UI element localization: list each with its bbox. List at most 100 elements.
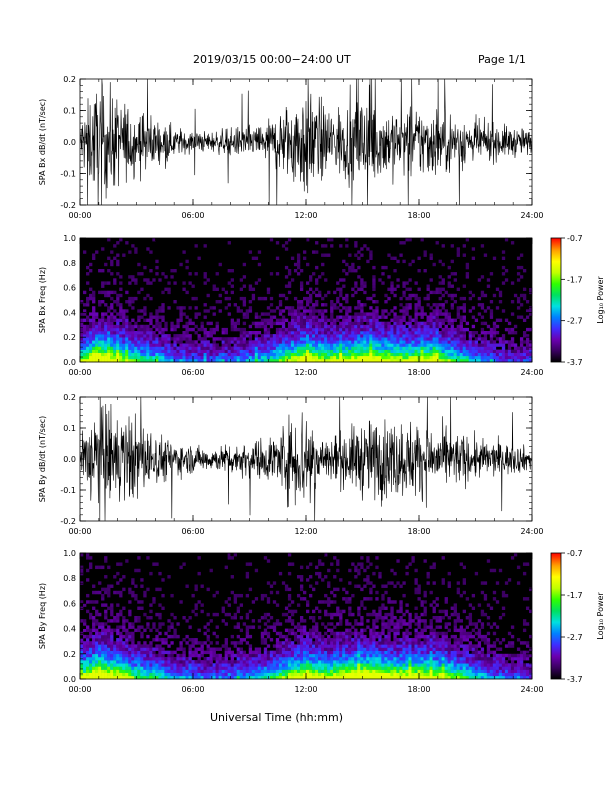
- spectrogram-cell: [86, 672, 90, 677]
- spectrogram-cell: [245, 672, 250, 677]
- spectrogram-cell: [296, 634, 301, 639]
- spectrogram-cell: [360, 653, 364, 658]
- spectrogram-cell: [396, 609, 400, 614]
- spectrogram-cell: [221, 644, 225, 648]
- spectrogram-cell: [149, 571, 153, 576]
- spectrogram-cell: [212, 612, 216, 617]
- spectrogram-cell: [257, 647, 262, 651]
- spectrogram-cell: [131, 343, 135, 347]
- spectrogram-cell: [155, 672, 159, 677]
- spectrogram-cell: [372, 650, 376, 655]
- spectrogram-cell: [432, 334, 436, 338]
- spectrogram-cell: [218, 300, 222, 304]
- spectrogram-cell: [284, 663, 289, 667]
- spectrogram-cell: [387, 287, 391, 291]
- spectrogram-cell: [287, 306, 292, 310]
- spectrogram-cell: [221, 675, 225, 680]
- spectrogram-cell: [501, 358, 506, 363]
- spectrogram-cell: [302, 656, 307, 661]
- spectrogram-cell: [140, 634, 144, 639]
- spectrogram-cell: [438, 337, 442, 341]
- spectrogram-cell: [354, 634, 358, 639]
- spectrogram-cell: [170, 669, 174, 673]
- spectrogram-cell: [134, 278, 138, 282]
- spectrogram-cell: [131, 650, 135, 655]
- spectrogram-cell: [312, 355, 316, 360]
- spectrogram-cell: [257, 619, 262, 623]
- spectrogram-cell: [227, 303, 231, 307]
- spectrogram-cell: [465, 349, 470, 353]
- spectrogram-cell: [98, 656, 102, 661]
- spectrogram-cell: [140, 315, 144, 319]
- spectrogram-cell: [113, 256, 117, 260]
- spectrogram-cell: [309, 275, 313, 279]
- spectrogram-cell: [450, 334, 454, 338]
- spectrogram-cell: [149, 660, 153, 664]
- spectrogram-cell: [354, 622, 358, 626]
- spectrogram-cell: [375, 565, 379, 570]
- spectrogram-cell: [125, 559, 129, 563]
- spectrogram-cell: [104, 634, 108, 639]
- spectrogram-cell: [248, 284, 253, 288]
- y-tick-label: 0.1: [63, 107, 76, 116]
- spectrogram-cell: [348, 315, 352, 319]
- spectrogram-cell: [369, 587, 373, 592]
- spectrogram-cell: [110, 303, 114, 307]
- spectrogram-cell: [351, 355, 355, 360]
- spectrogram-cell: [333, 337, 337, 341]
- spectrogram-cell: [354, 343, 358, 347]
- spectrogram-cell: [287, 321, 292, 326]
- spectrogram-cell: [486, 324, 491, 329]
- spectrogram-cell: [92, 306, 96, 310]
- spectrogram-cell: [342, 340, 346, 344]
- spectrogram-cell: [170, 625, 174, 629]
- spectrogram-cell: [381, 352, 385, 357]
- spectrogram-cell: [360, 663, 364, 667]
- spectrogram-cell: [143, 324, 147, 329]
- spectrogram-cell: [299, 653, 304, 658]
- spectrogram-cell: [381, 309, 385, 313]
- spectrogram-cell: [399, 663, 403, 667]
- spectrogram-cell: [245, 631, 250, 636]
- x-tick-label: 24:00: [520, 527, 543, 536]
- spectrogram-cell: [146, 343, 150, 347]
- spectrogram-cell: [170, 634, 174, 639]
- spectrogram-cell: [318, 327, 322, 332]
- spectrogram-cell: [155, 647, 159, 651]
- spectrogram-cell: [336, 638, 340, 642]
- spectrogram-cell: [248, 352, 253, 357]
- spectrogram-cell: [321, 262, 325, 267]
- spectrogram-cell: [197, 571, 201, 576]
- spectrogram-cell: [327, 331, 331, 335]
- spectrogram-cell: [453, 340, 457, 344]
- spectrogram-cell: [143, 593, 147, 598]
- spectrogram-cell: [236, 609, 240, 614]
- spectrogram-cell: [287, 269, 292, 273]
- spectrogram-cell: [333, 647, 337, 651]
- spectrogram-cell: [366, 578, 370, 582]
- spectrogram-cell: [468, 309, 473, 313]
- spectrogram-cell: [519, 340, 524, 344]
- spectrogram-cell: [158, 571, 162, 576]
- spectrogram-cell: [149, 355, 153, 360]
- spectrogram-cell: [468, 355, 473, 360]
- spectrogram-cell: [306, 660, 310, 664]
- spectrogram-cell: [513, 346, 518, 350]
- spectrogram-cell: [233, 675, 237, 680]
- spectrogram-cell: [101, 284, 105, 288]
- spectrogram-cell: [110, 321, 114, 326]
- spectrogram-cell: [269, 666, 274, 670]
- spectrogram-cell: [236, 647, 240, 651]
- spectrogram-cell: [348, 358, 352, 363]
- spectrogram-cell: [128, 634, 132, 639]
- spectrogram-cell: [278, 303, 283, 307]
- spectrogram-cell: [92, 653, 96, 658]
- spectrogram-cell: [278, 334, 283, 338]
- spectrogram-cell: [318, 653, 322, 658]
- spectrogram-cell: [375, 355, 379, 360]
- spectrogram-cell: [92, 622, 96, 626]
- spectrogram-cell: [366, 355, 370, 360]
- spectrogram-cell: [384, 644, 388, 648]
- spectrogram-cell: [89, 556, 93, 560]
- spectrogram-cell: [260, 597, 265, 601]
